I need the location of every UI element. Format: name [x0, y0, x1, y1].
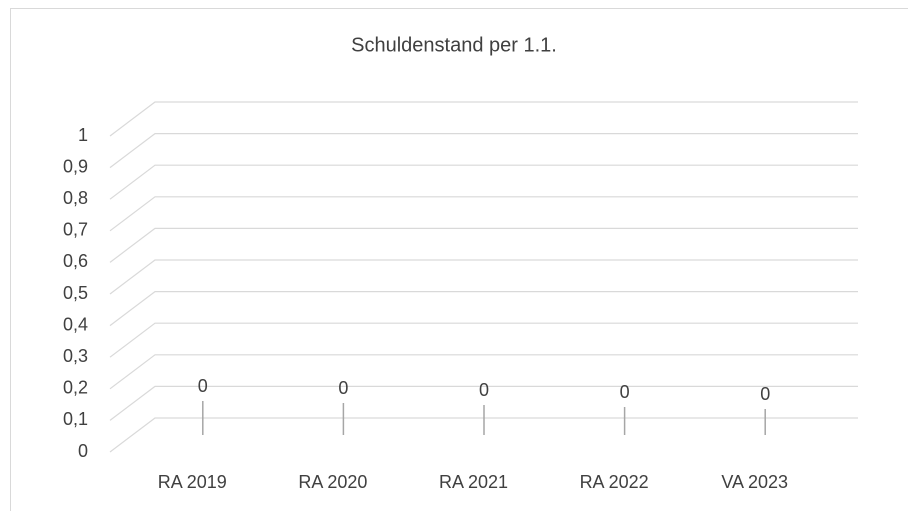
grid-line	[109, 227, 858, 263]
x-tick-label: RA 2020	[298, 472, 367, 492]
y-tick-label: 0,9	[63, 156, 88, 176]
data-label: 0	[479, 380, 489, 400]
grid-line	[109, 354, 858, 390]
x-tick-label: RA 2021	[439, 472, 508, 492]
y-tick-label: 0,7	[63, 220, 88, 240]
grid-line	[109, 101, 858, 137]
grid-line	[109, 164, 858, 200]
y-tick-label: 0,3	[63, 346, 88, 366]
data-label: 0	[338, 378, 348, 398]
grid-line	[109, 417, 858, 453]
y-tick-label: 0,2	[63, 378, 88, 398]
grid-line	[109, 196, 858, 232]
data-label: 0	[198, 376, 208, 396]
x-tick-label: RA 2022	[580, 472, 649, 492]
y-tick-label: 0,5	[63, 283, 88, 303]
data-label: 0	[760, 384, 770, 404]
y-tick-label: 0	[78, 441, 88, 461]
y-tick-label: 1	[78, 125, 88, 145]
grid-line	[109, 133, 858, 169]
y-tick-label: 0,8	[63, 188, 88, 208]
grid-line	[109, 385, 858, 421]
grid-line	[109, 291, 858, 327]
grid-line	[109, 322, 858, 358]
y-tick-label: 0,6	[63, 251, 88, 271]
data-label: 0	[620, 382, 630, 402]
y-tick-label: 0,1	[63, 409, 88, 429]
grid-line	[109, 259, 858, 295]
y-tick-label: 0,4	[63, 314, 88, 334]
x-tick-label: RA 2019	[158, 472, 227, 492]
x-tick-label: VA 2023	[721, 472, 788, 492]
chart-title: Schuldenstand per 1.1.	[351, 34, 557, 56]
